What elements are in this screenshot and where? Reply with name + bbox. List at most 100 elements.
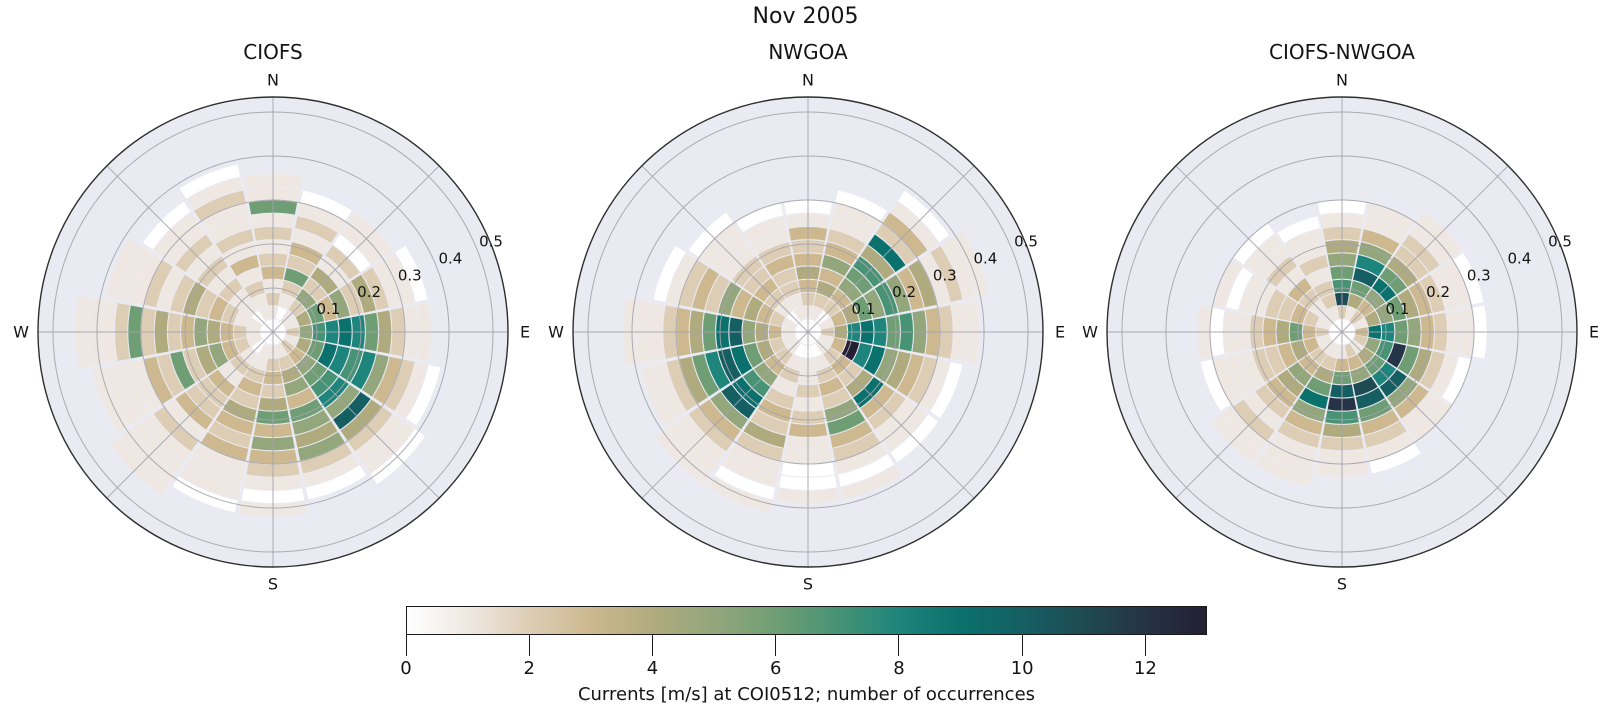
cell: [1364, 310, 1381, 327]
cell: [258, 343, 271, 358]
r-tick-label: 0.1: [317, 300, 341, 318]
cell: [666, 253, 697, 305]
cell: [705, 351, 731, 390]
cell: [863, 345, 885, 375]
cell: [941, 238, 976, 300]
cell: [286, 255, 316, 277]
cell: [782, 334, 797, 347]
cardinal-label-s: S: [1337, 575, 1347, 594]
cell: [801, 319, 808, 332]
colorbar-tick-label: 10: [1010, 658, 1034, 679]
cell: [808, 319, 815, 332]
cell: [908, 260, 937, 308]
cell: [786, 293, 803, 310]
cell: [281, 280, 302, 299]
cell: [1344, 343, 1357, 358]
cell: [896, 267, 924, 311]
cell: [208, 296, 229, 321]
cell: [179, 465, 241, 500]
cell: [731, 289, 753, 319]
cell: [679, 260, 708, 308]
cell: [294, 216, 338, 244]
cell: [795, 325, 808, 332]
polar-spine: [572, 96, 1044, 568]
cell: [294, 420, 338, 448]
cell: [1350, 365, 1371, 384]
cell: [1342, 325, 1355, 332]
grid-spoke: [641, 165, 809, 333]
cell: [194, 190, 246, 221]
polar-spine: [37, 96, 509, 568]
cell: [765, 387, 795, 409]
cell: [819, 376, 844, 397]
colorbar-tick-label: 0: [400, 658, 412, 679]
cell: [772, 267, 797, 288]
cell: [230, 255, 260, 277]
cell: [118, 245, 151, 302]
cell: [1316, 334, 1331, 347]
cell: [1342, 332, 1355, 339]
cell: [1430, 267, 1458, 311]
cell: [1329, 332, 1342, 339]
cell: [260, 332, 273, 339]
cell: [1335, 319, 1342, 332]
cell: [215, 229, 254, 255]
colorbar-tick-label: 2: [523, 658, 535, 679]
cell: [157, 267, 185, 311]
cell: [284, 334, 299, 347]
cell: [750, 409, 789, 435]
r-tick-label: 0.1: [1386, 300, 1410, 318]
cell: [1430, 353, 1458, 397]
cell: [292, 229, 331, 255]
cell: [230, 387, 260, 409]
cell: [885, 274, 911, 313]
cell: [208, 420, 252, 448]
grid-spoke: [807, 165, 975, 333]
cell: [350, 274, 376, 313]
grid-spoke: [106, 165, 274, 333]
cell: [1363, 420, 1407, 448]
cell: [808, 332, 821, 339]
cell: [273, 332, 286, 339]
cell: [373, 356, 402, 404]
cell: [653, 245, 686, 302]
cell: [896, 353, 924, 397]
cell: [1299, 387, 1329, 409]
cell: [131, 253, 162, 305]
cell: [297, 203, 345, 232]
cell: [144, 260, 173, 308]
cell: [295, 310, 312, 327]
cell: [157, 353, 185, 397]
cell: [105, 364, 140, 426]
cell: [1344, 306, 1357, 321]
cell: [278, 354, 295, 371]
cell: [1353, 267, 1378, 288]
cell: [1265, 289, 1287, 319]
cell: [769, 337, 786, 354]
cell: [244, 280, 265, 299]
cell: [273, 319, 280, 332]
cardinal-label-w: W: [1082, 323, 1098, 342]
subplot-title-ciofs: CIOFS: [243, 40, 303, 64]
cell: [840, 465, 902, 500]
cell: [829, 216, 873, 244]
cell: [795, 332, 808, 339]
cell: [813, 354, 830, 371]
cell: [827, 409, 866, 435]
cell: [1453, 253, 1484, 305]
cell: [782, 317, 797, 330]
cell: [361, 353, 389, 397]
cell: [1364, 337, 1381, 354]
cell: [286, 387, 316, 409]
cell: [1303, 337, 1320, 354]
cell: [251, 354, 268, 371]
cell: [841, 303, 860, 324]
cell: [179, 164, 241, 199]
r-tick-label: 0.4: [438, 250, 462, 268]
cell: [769, 310, 786, 327]
cell: [1361, 409, 1400, 435]
cell: [1329, 325, 1342, 332]
r-tick-label: 0.3: [398, 266, 422, 284]
colorbar-tick: [1021, 635, 1023, 656]
cell: [1306, 376, 1331, 397]
